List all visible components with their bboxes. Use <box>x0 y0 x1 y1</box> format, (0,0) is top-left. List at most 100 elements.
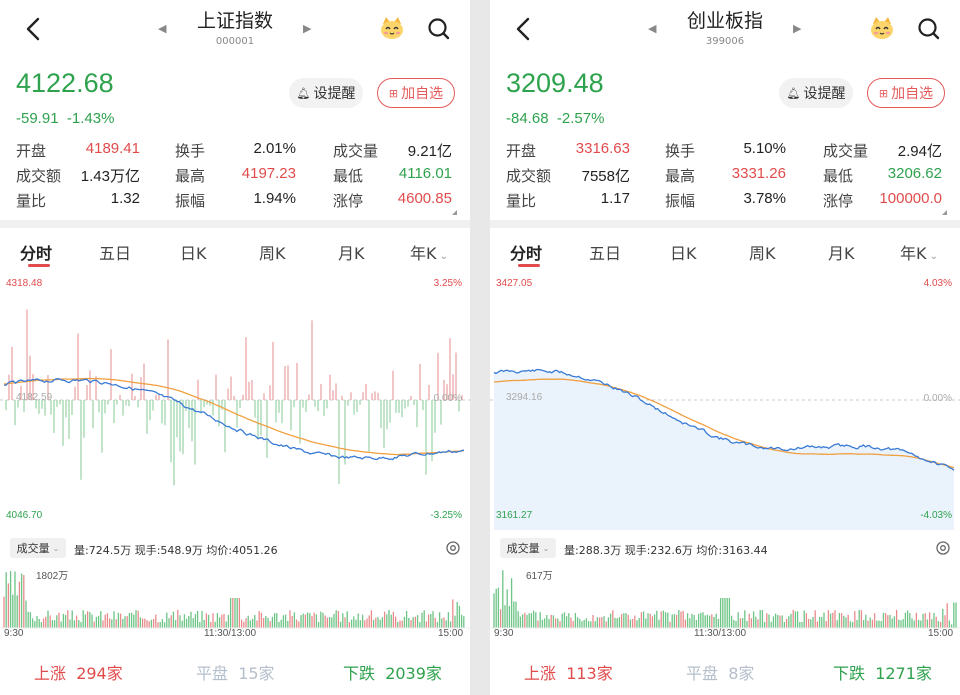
gear-icon[interactable] <box>935 540 951 556</box>
high-label: 最高 <box>665 168 696 185</box>
unchanged-label: 平盘 <box>196 664 229 683</box>
time-mid: 11:30/13:00 <box>204 628 257 639</box>
index-panel-sse: ◀ 上证指数 000001 ▶ 4122.68 -59.91 -1.43% 🔔︎… <box>0 0 470 695</box>
tab-five-day[interactable]: 五日 <box>99 244 132 263</box>
tab-weekly-k[interactable]: 周K <box>259 244 286 263</box>
decliners-count: 2039家 <box>385 664 442 683</box>
plus-box-icon: ⊞ <box>388 86 399 100</box>
decliners-label: 下跌 <box>833 664 866 683</box>
prev-index-arrow-icon[interactable]: ◀ <box>648 22 657 35</box>
amplitude-label: 振幅 <box>665 193 696 210</box>
prev-index-arrow-icon[interactable]: ◀ <box>158 22 167 35</box>
volume-indicator-select[interactable]: 成交量 ⌄ <box>500 538 556 558</box>
volume-max-label: 617万 <box>526 571 553 582</box>
search-icon[interactable] <box>426 16 452 42</box>
change-value: -84.68 <box>506 110 549 127</box>
y-axis-min: 4046.70 <box>6 510 43 521</box>
intraday-chart[interactable]: 4318.48 4182.59 4046.70 3.25% 0.00% -3.2… <box>0 272 470 530</box>
volume-header: 成交量 ⌄ 量:288.3万 现手:232.6万 均价:3163.44 <box>490 534 960 562</box>
volume-chart[interactable]: 1802万 9:30 11:30/13:00 15:00 <box>0 562 470 650</box>
add-watchlist-button[interactable]: ⊞ 加自选 <box>377 78 455 108</box>
tab-daily-k[interactable]: 日K <box>670 244 697 263</box>
expand-corner-icon[interactable] <box>452 210 457 215</box>
volume-chart-svg <box>490 570 960 629</box>
low-label: 最低 <box>333 168 364 185</box>
active-tab-indicator <box>518 264 540 267</box>
y-axis-max: 4318.48 <box>6 278 43 289</box>
unchanged: 平盘 8家 <box>686 660 754 684</box>
next-index-arrow-icon[interactable]: ▶ <box>793 22 802 35</box>
period-tabs: 分时 五日 日K 周K 月K 年K ⌄ <box>0 228 470 270</box>
mascot-face-icon[interactable] <box>868 14 896 42</box>
amount-value: 7558亿 <box>581 168 630 185</box>
decliners-count: 1271家 <box>875 664 932 683</box>
back-button[interactable] <box>510 12 540 46</box>
high-label: 最高 <box>175 168 206 185</box>
volume-label: 成交量 <box>333 143 379 160</box>
plus-box-icon: ⊞ <box>878 86 889 100</box>
mascot-face-icon[interactable] <box>378 14 406 42</box>
pct-axis-max: 4.03% <box>923 278 952 289</box>
amount-value: 1.43万亿 <box>80 168 140 185</box>
pct-axis-mid: 0.00% <box>923 393 952 404</box>
open-value: 3316.63 <box>575 140 630 157</box>
tab-yearly-k-label: 年K <box>410 244 437 263</box>
tab-five-day[interactable]: 五日 <box>589 244 622 263</box>
tab-monthly-k[interactable]: 月K <box>338 244 365 263</box>
pct-axis-max: 3.25% <box>433 278 462 289</box>
volume-chart[interactable]: 617万 9:30 11:30/13:00 15:00 <box>490 562 960 650</box>
chevron-down-icon: ⌄ <box>52 543 60 553</box>
price-area <box>494 369 954 530</box>
time-end: 15:00 <box>438 628 464 639</box>
pct-axis-min: -3.25% <box>430 510 462 521</box>
search-icon[interactable] <box>916 16 942 42</box>
tab-yearly-k[interactable]: 年K ⌄ <box>900 240 938 264</box>
chevron-down-icon: ⌄ <box>542 543 550 553</box>
tab-intraday[interactable]: 分时 <box>510 244 543 263</box>
amount-label: 成交额 <box>506 168 552 185</box>
header: ◀ 创业板指 399006 ▶ <box>490 0 960 60</box>
volume-value: 9.21亿 <box>407 143 452 160</box>
tab-weekly-k[interactable]: 周K <box>749 244 776 263</box>
tab-daily-k[interactable]: 日K <box>180 244 207 263</box>
index-code: 399006 <box>705 36 745 47</box>
tab-yearly-k[interactable]: 年K ⌄ <box>410 240 448 264</box>
y-axis-max: 3427.05 <box>496 278 533 289</box>
unchanged-label: 平盘 <box>686 664 719 683</box>
tab-intraday[interactable]: 分时 <box>20 244 53 263</box>
decliners: 下跌 2039家 <box>343 660 442 684</box>
volume-info: 量:724.5万 现手:548.9万 均价:4051.26 <box>74 544 278 557</box>
index-panel-chinext: ◀ 创业板指 399006 ▶ 3209.48 -84.68 -2.57% 🔔︎… <box>490 0 960 695</box>
divider <box>0 220 470 228</box>
volume-select-label: 成交量 <box>16 542 50 555</box>
time-end: 15:00 <box>928 628 954 639</box>
bell-icon: 🔔︎ <box>296 86 311 100</box>
volume-max-label: 1802万 <box>36 571 69 582</box>
current-price: 4122.68 <box>16 68 114 98</box>
expand-corner-icon[interactable] <box>942 210 947 215</box>
ratio-label: 量比 <box>506 193 537 210</box>
price-change: -59.91 -1.43% <box>16 110 114 127</box>
intraday-chart[interactable]: 3427.05 3294.16 3161.27 4.03% 0.00% -4.0… <box>490 272 960 530</box>
add-watchlist-button[interactable]: ⊞ 加自选 <box>867 78 945 108</box>
volume-select-label: 成交量 <box>506 542 540 555</box>
tab-monthly-k[interactable]: 月K <box>828 244 855 263</box>
low-value: 4116.01 <box>398 165 452 182</box>
limit-up-value: 4600.85 <box>397 190 452 207</box>
next-index-arrow-icon[interactable]: ▶ <box>303 22 312 35</box>
gear-icon[interactable] <box>445 540 461 556</box>
y-axis-mid: 3294.16 <box>506 392 543 403</box>
price-line <box>3 378 465 461</box>
set-reminder-label: 设提醒 <box>313 86 356 102</box>
volume-info: 量:288.3万 现手:232.6万 均价:3163.44 <box>564 544 768 557</box>
set-reminder-button[interactable]: 🔔︎ 设提醒 <box>289 78 363 108</box>
advancers: 上涨 294家 <box>34 660 123 684</box>
intraday-chart-svg <box>0 309 470 486</box>
y-axis-min: 3161.27 <box>496 510 533 521</box>
volume-indicator-select[interactable]: 成交量 ⌄ <box>10 538 66 558</box>
limit-up-value: 100000.0 <box>879 190 942 207</box>
set-reminder-button[interactable]: 🔔︎ 设提醒 <box>779 78 853 108</box>
advancers-count: 113家 <box>566 664 613 683</box>
back-button[interactable] <box>20 12 50 46</box>
time-start: 9:30 <box>494 628 514 639</box>
